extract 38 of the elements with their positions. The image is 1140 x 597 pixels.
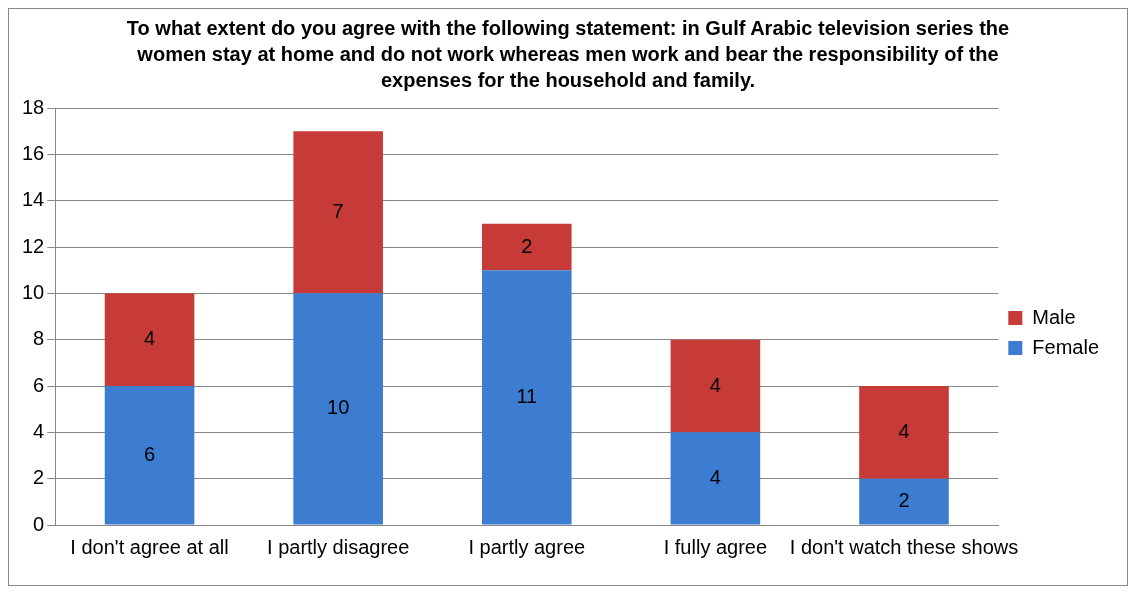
x-tick-label: I fully agree: [663, 535, 768, 558]
y-tick-label: 4: [33, 419, 45, 442]
y-tick-label: 0: [33, 512, 45, 535]
y-tick-label: 14: [22, 188, 45, 211]
data-label: 6: [143, 442, 156, 465]
data-label: 11: [516, 384, 538, 407]
y-tick-label: 16: [22, 141, 45, 164]
bar: [293, 293, 383, 525]
data-label: 2: [898, 489, 910, 512]
data-label: 10: [327, 396, 350, 419]
data-label: 4: [898, 419, 910, 442]
bar: [104, 293, 195, 386]
y-tick-label: 10: [22, 280, 45, 303]
bar: [293, 131, 383, 294]
data-label: 7: [332, 199, 344, 222]
y-tick-label: 18: [22, 95, 45, 118]
x-tick-label: I don't agree at all: [70, 535, 229, 558]
bar: [670, 432, 761, 525]
data-label: 4: [143, 327, 156, 350]
legend-label: Female: [1032, 335, 1100, 358]
legend-label: Male: [1032, 305, 1076, 328]
data-label: 2: [521, 234, 533, 257]
y-tick-label: 6: [33, 373, 45, 396]
bar: [670, 339, 761, 433]
bar: [481, 270, 572, 525]
y-tick-label: 2: [33, 466, 45, 489]
data-label: 4: [709, 373, 721, 396]
x-tick-label: I don't watch these shows: [789, 535, 1019, 558]
chart-title: To what extent do you agree with the following statement: in Gulf Arabic television series the women stay at home and do not work whereas men work and bear the responsibility of the expenses for the household and family.: [125, 16, 1011, 93]
x-tick-label: I partly disagree: [267, 535, 410, 558]
bar: [859, 478, 949, 525]
y-tick-label: 8: [33, 327, 45, 350]
bar: [104, 386, 195, 525]
bar: [859, 386, 949, 479]
bar: [481, 223, 572, 271]
x-tick-label: I partly agree: [468, 535, 586, 558]
y-tick-label: 12: [22, 234, 45, 257]
data-label: 4: [709, 465, 721, 488]
